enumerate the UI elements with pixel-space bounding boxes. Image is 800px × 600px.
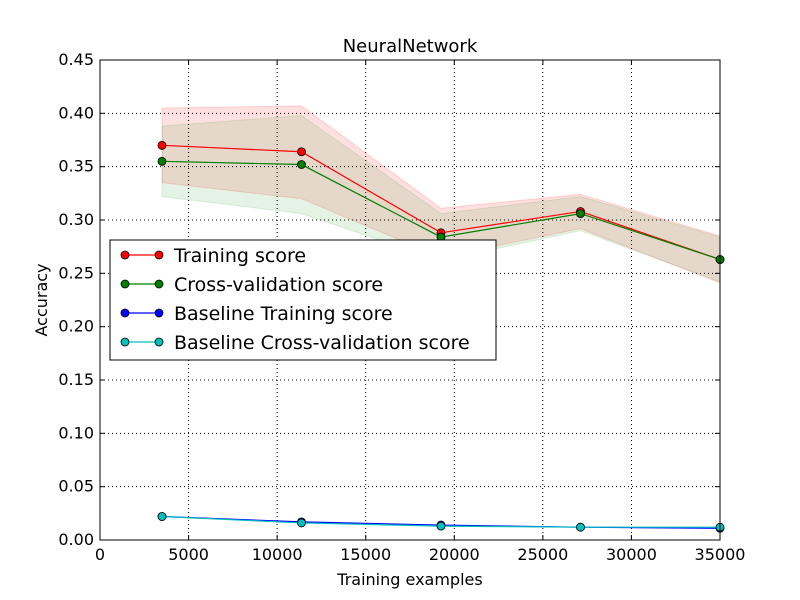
data-point <box>297 160 306 169</box>
x-tick-label: 35000 <box>695 545 746 564</box>
data-point <box>297 518 306 528</box>
legend-marker <box>154 279 164 289</box>
x-tick-label: 10000 <box>252 545 303 564</box>
y-tick-label: 0.10 <box>58 423 94 442</box>
x-tick-label: 0 <box>95 545 105 564</box>
legend-label: Cross-validation score <box>174 274 383 296</box>
y-tick-label: 0.45 <box>58 50 94 69</box>
data-point <box>157 140 167 150</box>
y-tick-label: 0.35 <box>58 157 94 176</box>
legend-label: Baseline Training score <box>174 303 393 325</box>
y-tick-label: 0.15 <box>58 370 94 389</box>
x-tick-label: 30000 <box>606 545 657 564</box>
data-point <box>576 209 585 219</box>
legend-marker <box>154 308 164 318</box>
legend-label: Training score <box>173 245 306 267</box>
y-tick-label: 0.05 <box>58 477 94 496</box>
y-tick-label: 0.30 <box>58 210 94 229</box>
x-tick-label: 5000 <box>168 545 209 564</box>
x-axis-label: Training examples <box>336 570 482 589</box>
y-tick-label: 0.40 <box>58 103 94 122</box>
y-tick-label: 0.25 <box>58 263 94 282</box>
legend-marker <box>154 250 164 260</box>
axis-ticks: 0 5000 10000 15000 20000 25000 30000 35000 0.00 0… <box>58 50 745 564</box>
x-tick-label: 15000 <box>340 545 391 564</box>
legend-marker <box>120 337 130 347</box>
legend-label: Baseline Cross-validation score <box>174 332 470 354</box>
data-point <box>157 512 167 521</box>
legend-marker <box>120 279 130 289</box>
y-axis-label: Accuracy <box>32 263 51 336</box>
data-point <box>576 522 585 532</box>
chart-title: NeuralNetwork <box>343 36 478 57</box>
series-lines <box>157 140 725 533</box>
data-point <box>436 521 446 531</box>
legend-marker <box>154 337 164 347</box>
x-tick-label: 25000 <box>517 545 568 564</box>
legend: Training score Cross-validation score Base… <box>109 239 497 361</box>
data-point <box>157 156 167 166</box>
legend-marker <box>120 250 130 260</box>
data-point <box>297 147 306 157</box>
x-tick-label: 20000 <box>429 545 480 564</box>
legend-marker <box>120 308 130 318</box>
y-tick-label: 0.20 <box>58 317 94 336</box>
y-tick-label: 0.00 <box>58 530 94 549</box>
legend-box <box>109 239 497 361</box>
plot-area-frame <box>99 59 721 541</box>
